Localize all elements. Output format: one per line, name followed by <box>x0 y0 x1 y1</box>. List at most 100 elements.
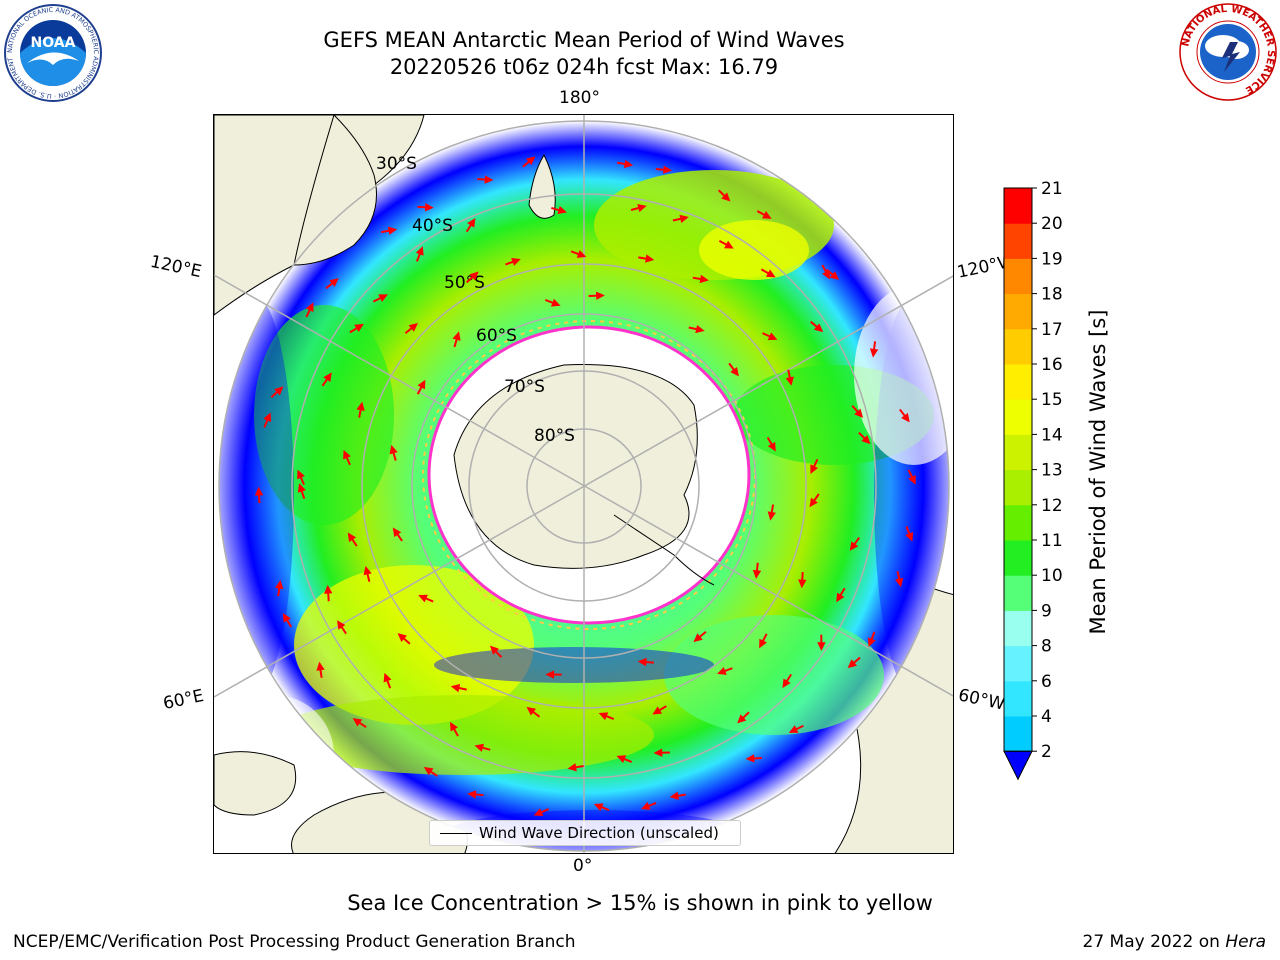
colorbar-tick-label: 10 <box>1041 566 1063 586</box>
footer-date: 27 May 2022 on Hera <box>1083 932 1267 952</box>
lat-label-70s: 70°S <box>504 377 545 397</box>
wave-direction-arrowhead <box>854 408 864 418</box>
graticule <box>214 115 953 853</box>
wave-direction-arrowhead <box>813 323 824 333</box>
wave-direction-arrowhead <box>337 620 346 630</box>
wave-direction-arrowhead <box>721 192 731 202</box>
wave-direction-arrowhead <box>324 584 333 594</box>
wave-direction-arrowhead <box>616 755 627 764</box>
wave-direction-arrowhead <box>724 240 734 249</box>
wave-direction-arrowhead <box>363 565 372 576</box>
wave-direction-arrowhead <box>737 714 747 724</box>
wave-direction-arrowhead <box>389 444 398 455</box>
footer-machine: Hera <box>1225 932 1266 952</box>
map-panel: 30°S 40°S 50°S 60°S 70°S 80°S Wind Wave … <box>213 114 954 854</box>
colorbar-tick-label: 16 <box>1041 355 1063 375</box>
wave-direction-arrowhead <box>759 638 767 649</box>
land-antarctica <box>453 364 698 569</box>
sea-ice-note: Sea Ice Concentration > 15% is shown in … <box>347 891 933 915</box>
colorbar-tick-label: 13 <box>1041 461 1063 481</box>
wave-direction-arrowhead <box>598 712 609 721</box>
wave-direction-arrowhead <box>352 718 363 727</box>
colorbar-segment <box>1004 223 1032 259</box>
colorbar-segment <box>1004 540 1032 576</box>
wave-direction-arrowhead <box>637 657 647 667</box>
wave-direction-arrowhead <box>467 217 476 228</box>
wave-direction-arrowhead <box>316 661 325 671</box>
wave-direction-arrowhead <box>595 291 605 300</box>
map-title: GEFS MEAN Antarctic Mean Period of Wind … <box>323 28 845 52</box>
wave-direction-arrowhead <box>282 613 291 623</box>
lon-label-0: 0° <box>573 856 593 876</box>
lat-label-40s: 40°S <box>412 216 453 236</box>
wave-direction-arrowhead <box>663 165 673 174</box>
wave-direction-arrowhead <box>467 790 477 799</box>
wave-direction-arrowhead <box>788 725 799 733</box>
colorbar-tick-label: 6 <box>1041 672 1052 692</box>
wave-direction-arrowhead <box>557 205 567 215</box>
wave-direction-arrowhead <box>745 754 755 763</box>
colorbar-segment <box>1004 328 1032 365</box>
colorbar-tick-label: 12 <box>1041 496 1063 516</box>
wave-direction-arrowhead <box>767 332 778 341</box>
colorbar-segment <box>1004 469 1032 506</box>
wave-direction-arrowhead <box>484 175 494 184</box>
wave-direction-arrowhead <box>526 156 536 166</box>
land-australia <box>293 115 377 266</box>
colorbar-segment <box>1004 645 1032 682</box>
map-legend: Wind Wave Direction (unscaled) <box>429 820 741 846</box>
colorbar-tick-label: 17 <box>1041 320 1063 340</box>
wave-direction-arrowhead <box>901 412 910 423</box>
colorbar-segment <box>1004 575 1032 611</box>
colorbar-tick-label: 11 <box>1041 531 1063 551</box>
wave-direction-arrowhead <box>397 633 407 642</box>
wave-direction-arrowhead <box>387 226 398 235</box>
wave-direction-arrowhead <box>450 683 461 693</box>
lon-label-60e: 60°E <box>161 685 206 715</box>
wave-direction-arrowhead <box>415 246 424 256</box>
wave-direction-arrowhead <box>782 678 791 689</box>
lat-label-60s: 60°S <box>476 326 517 346</box>
colorbar-segment <box>1004 399 1032 435</box>
wave-direction-arrowhead <box>637 203 647 213</box>
colorbar-tick-label: 19 <box>1041 249 1063 269</box>
wave-direction-arrowhead <box>869 348 879 358</box>
wave-direction-arrowhead <box>469 271 479 281</box>
colorbar-tick-label: 15 <box>1041 390 1063 410</box>
colorbar-segment <box>1004 434 1032 471</box>
wave-direction-arrowhead <box>383 672 392 683</box>
wave-direction-arrowhead <box>489 645 500 655</box>
wave-direction-arrowhead <box>354 323 364 332</box>
wave-direction-arrowhead <box>263 412 272 423</box>
wave-direction-arrowhead <box>641 801 651 810</box>
wave-direction-arrowhead <box>645 254 655 263</box>
wave-direction-arrowhead <box>297 469 305 480</box>
wave-direction-arrowhead <box>567 763 577 772</box>
colorbar-segment <box>1004 610 1032 647</box>
wave-direction-arrowhead <box>254 486 264 496</box>
colorbar-tick-label: 4 <box>1041 707 1052 727</box>
footer-credit: NCEP/EMC/Verification Post Processing Pr… <box>13 932 576 952</box>
wave-direction-arrowhead <box>693 633 703 643</box>
wave-direction-arrowhead <box>392 527 402 538</box>
wave-direction-arrowhead <box>652 706 662 715</box>
wave-direction-arrowhead <box>669 791 679 800</box>
wave-direction-arrowhead <box>817 642 826 651</box>
wave-direction-arrowhead <box>767 441 776 452</box>
noaa-logo: NATIONAL OCEANIC AND ATMOSPHERIC ADMINIS… <box>3 3 102 102</box>
wave-direction-arrowhead <box>323 372 332 382</box>
wave-direction-arrowhead <box>695 324 705 334</box>
land-new-zealand <box>528 153 556 219</box>
wave-direction-arrowhead <box>895 577 904 588</box>
colorbar-tick-label: 21 <box>1041 180 1063 199</box>
wave-direction-arrowhead <box>526 706 537 716</box>
wave-direction-arrowhead <box>449 721 458 732</box>
wave-direction-arrowhead <box>798 579 807 589</box>
wave-direction-arrowhead <box>730 366 739 377</box>
wave-direction-arrowhead <box>274 386 284 396</box>
wave-direction-arrowhead <box>408 322 418 332</box>
lat-label-80s: 80°S <box>534 426 575 446</box>
wave-direction-arrowhead <box>424 203 434 212</box>
wave-direction-arrowhead <box>275 579 284 590</box>
wave-direction-arrowhead <box>810 464 818 474</box>
